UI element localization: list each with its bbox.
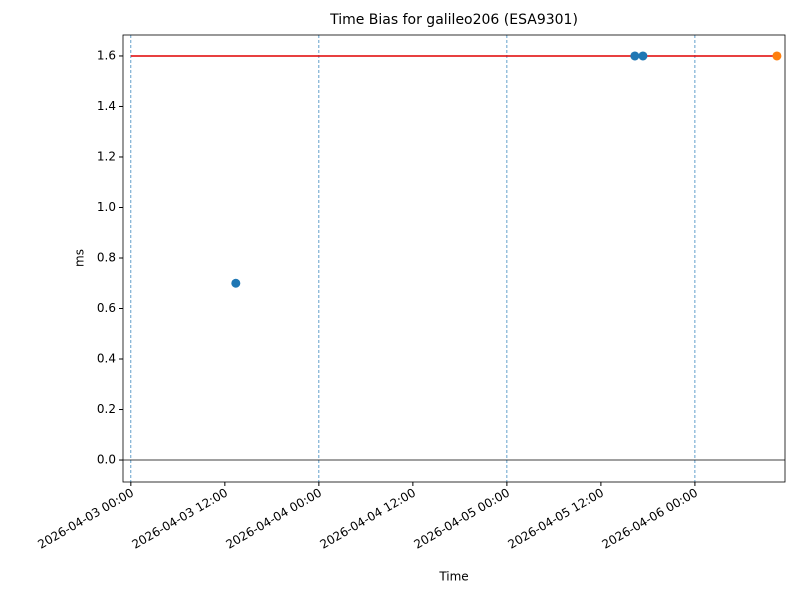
y-tick-label: 0.8 [97, 250, 116, 264]
point [772, 51, 782, 61]
y-axis-label: ms [73, 249, 87, 267]
y-tick-label: 0.6 [97, 301, 116, 315]
y-tick-label: 1.2 [97, 149, 116, 163]
y-tick-label: 0.0 [97, 453, 116, 467]
chart-title: Time Bias for galileo206 (ESA9301) [329, 12, 578, 28]
x-axis-label: Time [438, 570, 468, 584]
y-tick-label: 1.0 [97, 200, 116, 214]
y-tick-label: 1.4 [97, 99, 116, 113]
y-tick-label: 1.6 [97, 48, 116, 62]
y-tick-label: 0.2 [97, 402, 116, 416]
plot-frame [122, 34, 786, 483]
y-tick-label: 0.4 [97, 352, 116, 366]
point [231, 278, 241, 288]
point [638, 51, 648, 61]
point [630, 51, 640, 61]
